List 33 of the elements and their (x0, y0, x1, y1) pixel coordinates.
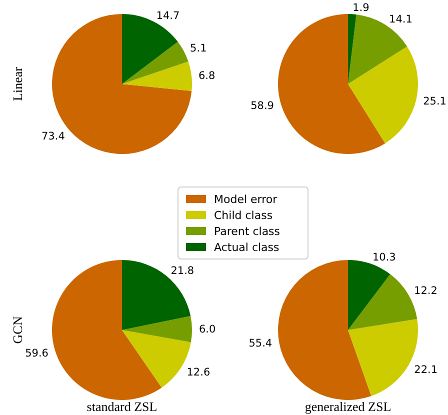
data-label: 5.1 (190, 42, 207, 55)
data-label: 14.7 (156, 10, 180, 22)
data-label: 1.9 (352, 2, 370, 14)
text: generalized ZSL (304, 399, 392, 414)
data-label: 10.3 (372, 252, 396, 264)
data-label: 59.6 (25, 348, 49, 360)
pie-slice (122, 62, 192, 92)
legend-label: Model error (214, 193, 278, 206)
pie-slice (348, 14, 356, 84)
data-label: 12.2 (414, 285, 438, 298)
legend-label: Child class (214, 209, 273, 222)
pie-slice (348, 260, 390, 330)
data-label: 21.8 (170, 265, 194, 278)
data-label: 58.9 (250, 100, 274, 112)
pie-slice (52, 260, 162, 400)
pie-slice (348, 46, 418, 144)
legend-label: Parent class (214, 225, 280, 238)
text: standard ZSL (86, 399, 158, 414)
data-label: 55.4 (248, 338, 272, 350)
pie-slice (278, 260, 372, 400)
data-label: 73.4 (41, 130, 66, 142)
data-label: 22.1 (414, 364, 438, 376)
legend-label: Actual class (214, 241, 280, 254)
pie-slice (122, 42, 188, 84)
pie-slice (278, 14, 386, 154)
data-label: 6.0 (198, 324, 216, 336)
pie-slice (122, 316, 192, 342)
data-label: 14.1 (389, 14, 412, 26)
text: GCN (10, 316, 25, 344)
data-label: 12.6 (186, 366, 210, 378)
data-label: 25.1 (423, 96, 446, 108)
data-label: 6.8 (198, 70, 216, 82)
text: Linear (10, 66, 25, 101)
